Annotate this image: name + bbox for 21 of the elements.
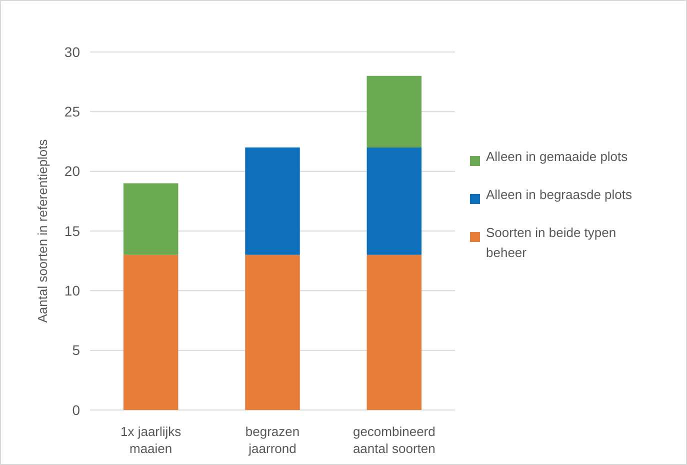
y-tick-label: 5 — [72, 342, 80, 358]
bar — [245, 147, 300, 255]
y-tick-label: 10 — [64, 282, 80, 299]
legend-label: Alleen in begraasde plots — [486, 187, 632, 202]
y-tick-label: 15 — [64, 222, 80, 239]
bar — [366, 76, 422, 148]
y-tick-label: 20 — [64, 163, 80, 180]
y-tick-label: 30 — [64, 44, 80, 60]
bar — [245, 254, 300, 410]
x-tick-label: gecombineerd aantal soorten — [352, 424, 436, 456]
bar — [366, 254, 422, 410]
legend-label: Soorten in beide typen beheer — [486, 225, 616, 260]
x-tick-label: begrazen jaarrond — [245, 424, 300, 456]
bar — [123, 183, 178, 255]
x-tick-label: 1x jaarlijks maaien — [120, 424, 182, 456]
bar — [123, 254, 178, 410]
y-axis-title: Aantal soorten in referentieplots — [35, 138, 50, 323]
y-tick-label: 0 — [72, 402, 80, 418]
bar — [366, 147, 422, 255]
y-tick-label: 25 — [64, 104, 80, 120]
legend-label: Alleen in gemaaide plots — [486, 149, 628, 164]
